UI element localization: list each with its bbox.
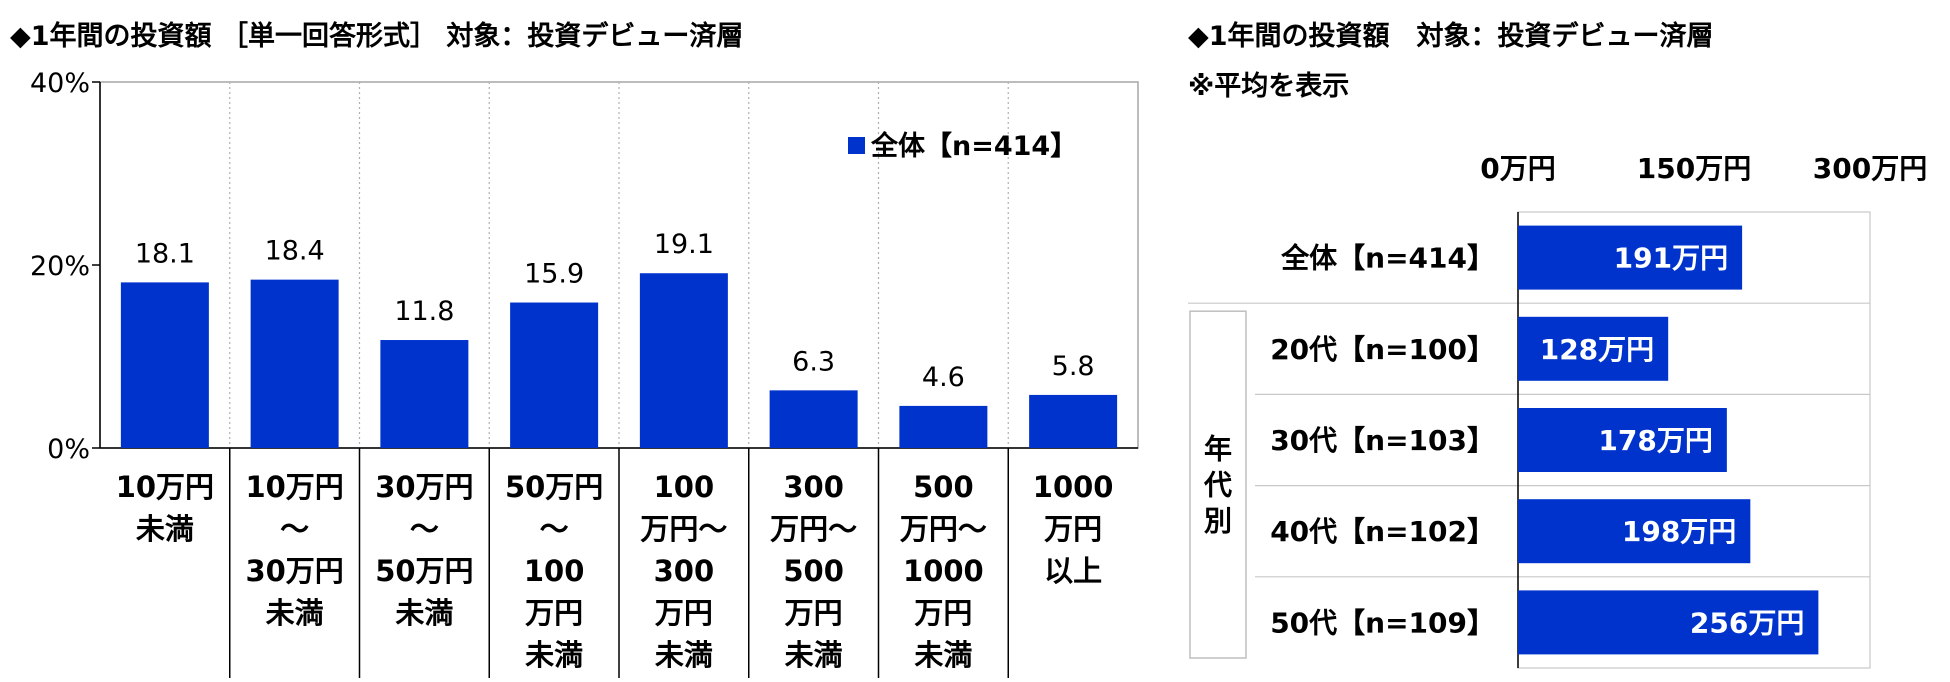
x-tick-label: 万円 bbox=[914, 596, 972, 630]
x-tick-label: 万円 bbox=[655, 596, 713, 630]
data-label: 18.1 bbox=[135, 238, 195, 269]
data-label: 4.6 bbox=[922, 362, 965, 393]
x-tick-label: 万円～ bbox=[900, 512, 987, 546]
bar bbox=[1518, 590, 1819, 655]
data-label: 6.3 bbox=[792, 346, 835, 377]
data-label: 256万円 bbox=[1690, 606, 1804, 639]
bar bbox=[1518, 316, 1669, 381]
data-label: 18.4 bbox=[265, 236, 325, 267]
y-tick-label: 50代【n=109】 bbox=[1270, 606, 1495, 639]
x-tick-label: ～ bbox=[280, 512, 309, 546]
x-tick-label: 10万円 bbox=[116, 470, 214, 504]
bar bbox=[510, 302, 599, 448]
left-bar-chart: 0%20%40%18.110万円未満18.410万円～30万円未満11.830万… bbox=[30, 68, 1139, 678]
data-label: 178万円 bbox=[1598, 424, 1712, 457]
y-tick-label: 全体【n=414】 bbox=[1280, 242, 1495, 275]
bar bbox=[1518, 499, 1751, 564]
y-tick-label: 30代【n=103】 bbox=[1270, 424, 1495, 457]
x-tick-label: 0万円 bbox=[1480, 152, 1555, 185]
x-tick-label: 万円～ bbox=[770, 512, 857, 546]
x-tick-label: 1000 bbox=[903, 554, 984, 588]
data-label: 19.1 bbox=[654, 229, 714, 260]
x-tick-label: 以上 bbox=[1044, 554, 1102, 588]
data-label: 15.9 bbox=[524, 259, 584, 290]
x-tick-label: 万円 bbox=[525, 596, 583, 630]
bar bbox=[769, 390, 858, 448]
x-tick-label: 未満 bbox=[266, 596, 324, 630]
data-label: 191万円 bbox=[1614, 242, 1728, 275]
right-chart-subtitle: ※平均を表示 bbox=[1188, 71, 1350, 102]
group-label-char: 別 bbox=[1204, 505, 1232, 538]
x-tick-label: 300万円 bbox=[1813, 152, 1927, 185]
data-label: 198万円 bbox=[1622, 515, 1736, 548]
x-tick-label: 300 bbox=[783, 470, 844, 504]
legend-marker bbox=[848, 137, 865, 154]
bar bbox=[380, 340, 469, 448]
y-tick-label: 20% bbox=[30, 251, 90, 282]
x-tick-label: 100 bbox=[524, 554, 585, 588]
bar bbox=[120, 282, 209, 448]
group-label-char: 年 bbox=[1204, 433, 1232, 466]
y-tick-label: 20代【n=100】 bbox=[1270, 333, 1495, 366]
x-tick-label: 10万円 bbox=[245, 470, 343, 504]
bar bbox=[899, 405, 988, 448]
x-tick-label: ～ bbox=[410, 512, 439, 546]
bar bbox=[1518, 225, 1743, 290]
x-tick-label: 未満 bbox=[785, 638, 843, 672]
y-tick-label: 40% bbox=[30, 68, 90, 99]
x-tick-label: 150万円 bbox=[1637, 152, 1751, 185]
x-tick-label: 1000 bbox=[1033, 470, 1114, 504]
bar bbox=[1029, 394, 1118, 448]
x-tick-label: 未満 bbox=[136, 512, 194, 546]
bar bbox=[250, 279, 339, 448]
x-tick-label: 100 bbox=[654, 470, 715, 504]
x-tick-label: ～ bbox=[540, 512, 569, 546]
x-tick-label: 万円 bbox=[785, 596, 843, 630]
y-tick-label: 0% bbox=[47, 434, 90, 465]
group-label-box bbox=[1189, 310, 1247, 659]
x-tick-label: 500 bbox=[913, 470, 974, 504]
x-tick-label: 未満 bbox=[395, 596, 453, 630]
x-tick-label: 未満 bbox=[914, 638, 972, 672]
x-tick-label: 50万円 bbox=[505, 470, 603, 504]
data-label: 5.8 bbox=[1052, 351, 1095, 382]
x-tick-label: 未満 bbox=[655, 638, 713, 672]
data-label: 11.8 bbox=[394, 296, 454, 327]
x-tick-label: 万円 bbox=[1044, 512, 1102, 546]
bar bbox=[1518, 408, 1727, 472]
x-tick-label: 300 bbox=[654, 554, 715, 588]
right-chart-title: ◆1年間の投資額 対象：投資デビュー済層 bbox=[1188, 21, 1714, 52]
group-label-char: 代 bbox=[1203, 469, 1232, 502]
bar bbox=[639, 273, 728, 448]
left-chart-title: ◆1年間の投資額 ［単一回答形式］ 対象：投資デビュー済層 bbox=[10, 21, 744, 52]
x-tick-label: 50万円 bbox=[375, 554, 473, 588]
legend-label: 全体【n=414】 bbox=[870, 130, 1077, 162]
x-tick-label: 万円～ bbox=[640, 512, 727, 546]
x-tick-label: 30万円 bbox=[375, 470, 473, 504]
x-tick-label: 500 bbox=[783, 554, 844, 588]
data-label: 128万円 bbox=[1540, 333, 1654, 366]
x-tick-label: 未満 bbox=[525, 638, 583, 672]
y-tick-label: 40代【n=102】 bbox=[1270, 515, 1495, 548]
x-tick-label: 30万円 bbox=[245, 554, 343, 588]
